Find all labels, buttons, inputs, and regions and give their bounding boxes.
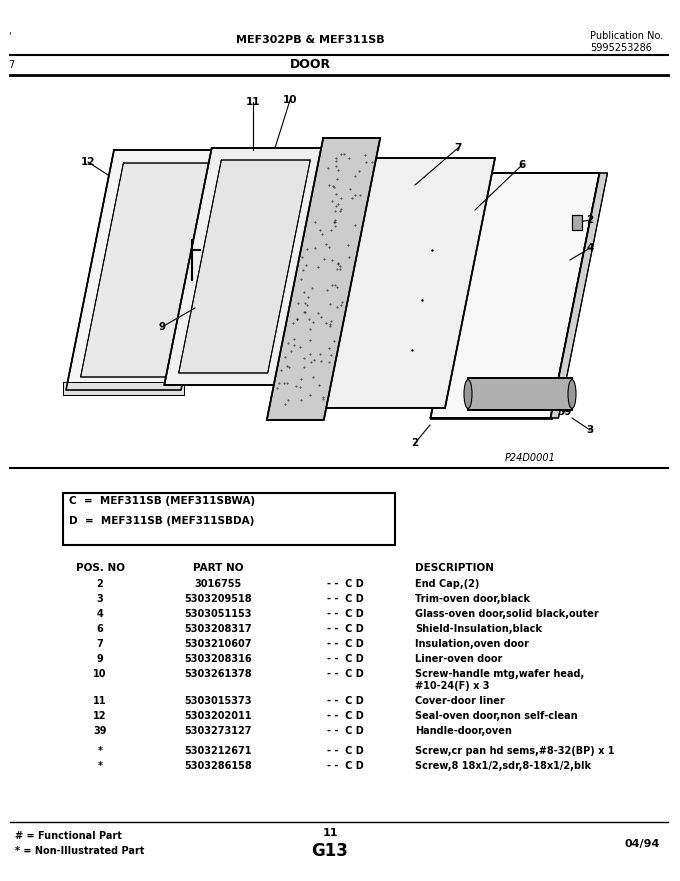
Text: Screw-handle mtg,wafer head,: Screw-handle mtg,wafer head, [415, 669, 584, 679]
Text: - -  C D: - - C D [326, 609, 363, 619]
Text: MEF302PB & MEF311SB: MEF302PB & MEF311SB [236, 35, 384, 45]
Text: - -  C D: - - C D [326, 579, 363, 589]
Text: 2: 2 [97, 579, 103, 589]
Text: - -  C D: - - C D [326, 624, 363, 634]
Polygon shape [66, 150, 229, 390]
Text: D  =  MEF311SB (MEF311SBDA): D = MEF311SB (MEF311SBDA) [69, 516, 254, 526]
Ellipse shape [568, 380, 576, 409]
Text: Cover-door liner: Cover-door liner [415, 696, 505, 706]
Text: 3016755: 3016755 [194, 579, 241, 589]
Text: 39: 39 [93, 726, 107, 736]
Text: 5303209518: 5303209518 [184, 594, 252, 604]
Text: Liner-oven door: Liner-oven door [415, 654, 503, 664]
Text: 5303273127: 5303273127 [184, 726, 252, 736]
Text: 12: 12 [81, 157, 95, 167]
Text: 5303208316: 5303208316 [184, 654, 252, 664]
Text: 5303286158: 5303286158 [184, 761, 252, 771]
Text: *: * [97, 746, 103, 756]
Text: 5303210607: 5303210607 [184, 639, 252, 649]
Text: Publication No.: Publication No. [590, 31, 663, 41]
Text: 6: 6 [97, 624, 103, 634]
Polygon shape [551, 173, 607, 418]
Text: 4: 4 [586, 243, 594, 253]
Text: 7: 7 [97, 639, 103, 649]
Text: ': ' [8, 31, 10, 41]
Polygon shape [430, 173, 600, 418]
Text: 39: 39 [558, 407, 572, 417]
Text: 5303202011: 5303202011 [184, 711, 252, 721]
Text: 9: 9 [97, 654, 103, 664]
Text: - -  C D: - - C D [326, 594, 363, 604]
Text: - -  C D: - - C D [326, 726, 363, 736]
Text: 3: 3 [97, 594, 103, 604]
Text: Screw,cr pan hd sems,#8-32(BP) x 1: Screw,cr pan hd sems,#8-32(BP) x 1 [415, 746, 615, 756]
Text: 7: 7 [8, 60, 14, 70]
Polygon shape [63, 382, 184, 395]
Text: - -  C D: - - C D [326, 761, 363, 771]
Text: Insulation,oven door: Insulation,oven door [415, 639, 529, 649]
Polygon shape [179, 160, 310, 373]
Text: 5995253286: 5995253286 [590, 43, 652, 53]
Text: *: * [97, 761, 103, 771]
Text: 11: 11 [322, 828, 338, 838]
Bar [63, 493, 395, 545]
Text: 7: 7 [454, 143, 462, 153]
Text: 10: 10 [93, 669, 107, 679]
Polygon shape [165, 148, 324, 385]
Text: Handle-door,oven: Handle-door,oven [415, 726, 512, 736]
Text: - -  C D: - - C D [326, 639, 363, 649]
Text: 2: 2 [411, 438, 419, 448]
Text: Screw,8 18x1/2,sdr,8-18x1/2,blk: Screw,8 18x1/2,sdr,8-18x1/2,blk [415, 761, 591, 771]
Text: 11: 11 [93, 696, 107, 706]
Text: - -  C D: - - C D [326, 696, 363, 706]
Text: 12: 12 [93, 711, 107, 721]
Text: Shield-Insulation,black: Shield-Insulation,black [415, 624, 542, 634]
Text: 9: 9 [158, 322, 165, 332]
Polygon shape [325, 158, 495, 408]
Text: PART NO: PART NO [192, 563, 243, 573]
Text: Trim-oven door,black: Trim-oven door,black [415, 594, 530, 604]
Text: 10: 10 [283, 95, 297, 105]
Text: 5303212671: 5303212671 [184, 746, 252, 756]
Text: DESCRIPTION: DESCRIPTION [415, 563, 494, 573]
Text: 2: 2 [586, 215, 594, 225]
Text: - -  C D: - - C D [326, 746, 363, 756]
Text: C  =  MEF311SB (MEF311SBWA): C = MEF311SB (MEF311SBWA) [69, 496, 255, 506]
Text: 5303261378: 5303261378 [184, 669, 252, 679]
Text: G13: G13 [311, 842, 348, 860]
Text: #10-24(F) x 3: #10-24(F) x 3 [415, 681, 490, 691]
Polygon shape [468, 378, 572, 410]
Text: 6: 6 [518, 160, 526, 170]
Text: 11: 11 [245, 97, 260, 107]
Text: DOOR: DOOR [290, 58, 330, 71]
Text: - -  C D: - - C D [326, 669, 363, 679]
Text: End Cap,(2): End Cap,(2) [415, 579, 479, 589]
Text: Seal-oven door,non self-clean: Seal-oven door,non self-clean [415, 711, 577, 721]
Text: # = Functional Part: # = Functional Part [15, 831, 122, 841]
Text: - -  C D: - - C D [326, 711, 363, 721]
Polygon shape [81, 163, 214, 377]
Polygon shape [572, 215, 582, 230]
Text: 3: 3 [586, 425, 594, 435]
Text: 4: 4 [97, 609, 103, 619]
Text: POS. NO: POS. NO [75, 563, 124, 573]
Text: Glass-oven door,solid black,outer: Glass-oven door,solid black,outer [415, 609, 599, 619]
Text: 04/94: 04/94 [625, 839, 660, 849]
Text: P24D0001: P24D0001 [505, 453, 556, 463]
Text: - -  C D: - - C D [326, 654, 363, 664]
Text: * = Non-Illustrated Part: * = Non-Illustrated Part [15, 846, 144, 856]
Text: 5303051153: 5303051153 [184, 609, 252, 619]
Polygon shape [267, 138, 380, 420]
Text: 5303015373: 5303015373 [184, 696, 252, 706]
Text: 5303208317: 5303208317 [184, 624, 252, 634]
Ellipse shape [464, 380, 472, 409]
